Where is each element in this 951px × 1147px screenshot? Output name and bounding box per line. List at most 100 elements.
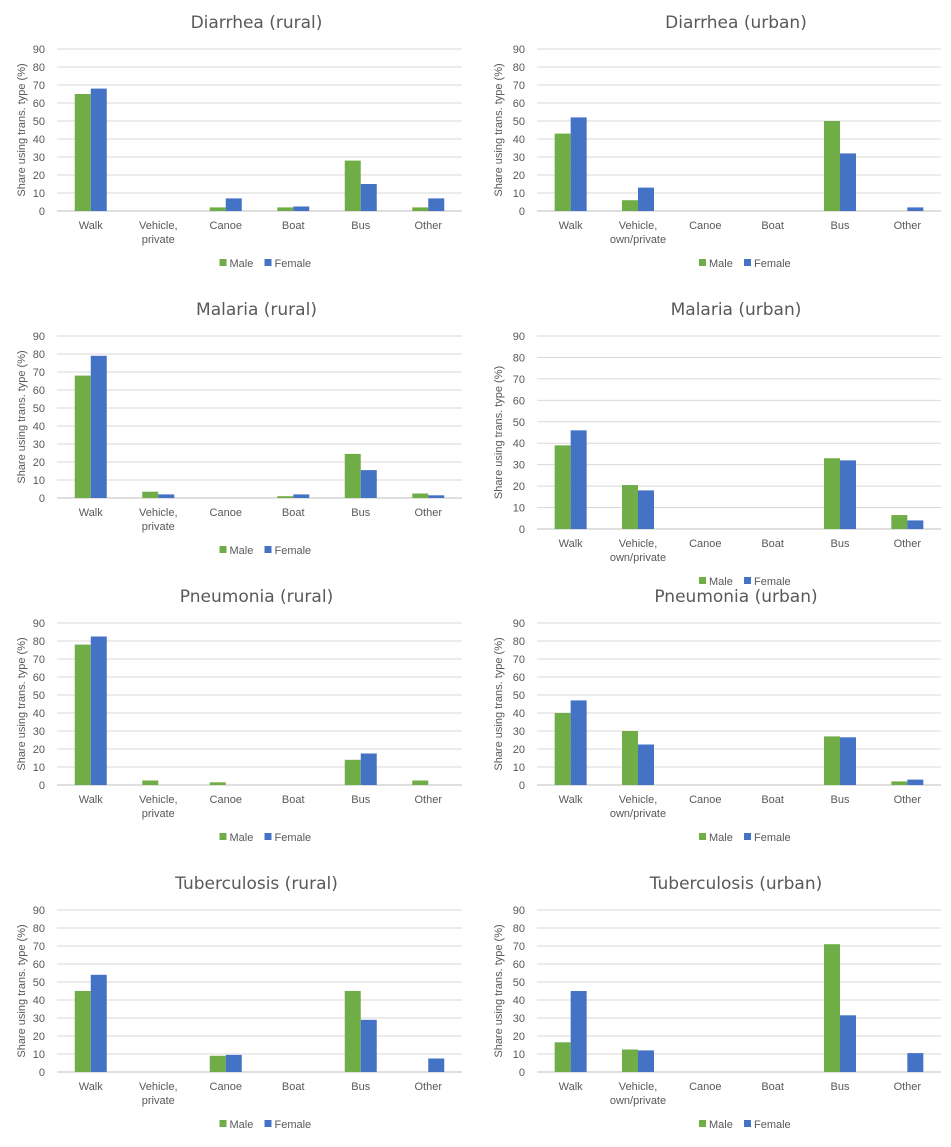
bar-female-other — [907, 520, 924, 529]
chart-title: Diarrhea (rural) — [191, 13, 323, 33]
bar-female-bus — [840, 1015, 856, 1072]
legend-swatch-male — [219, 833, 227, 840]
x-tick-label: Walk — [79, 507, 104, 519]
x-tick-label: Vehicle, private — [139, 507, 178, 533]
y-tick-label: 70 — [33, 80, 45, 92]
y-tick-label: 0 — [39, 493, 45, 505]
y-tick-label: 50 — [33, 116, 45, 128]
y-axis-label: Share using trans. type (%) — [493, 63, 505, 196]
chart-pneumonia-urban: Pneumonia (urban) Share using trans. type… — [493, 587, 941, 844]
legend-swatch-female — [264, 1120, 272, 1127]
bar-male-bus — [824, 121, 840, 211]
bar-female-walk — [90, 88, 107, 211]
bar-female-other — [907, 207, 924, 211]
legend-swatch-female — [264, 259, 272, 266]
y-tick-label: 80 — [33, 636, 45, 648]
x-tick-label: Vehicle, own/private — [610, 538, 666, 564]
x-tick-label: Walk — [559, 794, 584, 806]
y-tick-label: 20 — [513, 1031, 525, 1043]
y-axis-label: Share using trans. type (%) — [16, 350, 28, 483]
bar-female-vehicle — [638, 187, 654, 211]
x-tick-label: Bus — [351, 1081, 370, 1093]
x-tick-label: Boat — [761, 794, 784, 806]
x-tick-label: Canoe — [689, 220, 721, 232]
bar-male-canoe — [209, 207, 226, 211]
bar-male-vehicle — [622, 485, 638, 529]
bar-male-vehicle — [622, 1049, 638, 1072]
bar-female-vehicle — [638, 1050, 654, 1072]
bar-male-vehicle — [622, 731, 638, 785]
legend-label-female: Female — [275, 545, 312, 557]
bar-male-bus — [344, 453, 361, 498]
y-tick-label: 80 — [513, 923, 525, 935]
chart-title: Malaria (urban) — [671, 300, 802, 320]
x-tick-label: Boat — [282, 220, 305, 232]
x-tick-label: Canoe — [210, 794, 242, 806]
y-tick-label: 90 — [33, 331, 45, 343]
y-tick-label: 20 — [33, 1031, 45, 1043]
y-tick-label: 60 — [33, 672, 45, 684]
chart-title: Tuberculosis (rural) — [174, 874, 338, 894]
legend-label-male: Male — [230, 545, 254, 557]
legend-swatch-female — [744, 259, 751, 266]
y-tick-label: 90 — [33, 905, 45, 917]
legend-label-female: Female — [754, 576, 791, 588]
bar-female-other — [428, 198, 445, 211]
y-tick-label: 80 — [33, 349, 45, 361]
y-tick-label: 90 — [513, 44, 525, 56]
legend-swatch-male — [699, 833, 706, 840]
y-axis-label: Share using trans. type (%) — [16, 63, 28, 196]
x-tick-label: Canoe — [210, 220, 242, 232]
bar-female-boat — [293, 206, 310, 211]
y-tick-label: 20 — [33, 744, 45, 756]
bar-male-bus — [824, 944, 840, 1072]
x-tick-label: Other — [894, 1081, 922, 1093]
bar-male-walk — [74, 991, 91, 1072]
y-tick-label: 10 — [33, 475, 45, 487]
legend-swatch-male — [219, 1120, 227, 1127]
bar-female-walk — [90, 974, 107, 1072]
x-tick-label: Bus — [831, 220, 850, 232]
legend-label-female: Female — [275, 258, 312, 270]
y-tick-label: 0 — [39, 1067, 45, 1079]
y-tick-label: 90 — [513, 618, 525, 630]
y-tick-label: 60 — [513, 959, 525, 971]
bar-female-walk — [570, 117, 587, 211]
y-tick-label: 90 — [33, 618, 45, 630]
legend-label-female: Female — [754, 1119, 791, 1131]
y-tick-label: 30 — [33, 726, 45, 738]
y-tick-label: 80 — [513, 636, 525, 648]
legend-label-male: Male — [230, 832, 254, 844]
bar-male-boat — [277, 207, 294, 211]
y-tick-label: 40 — [513, 708, 525, 720]
y-tick-label: 10 — [513, 1049, 525, 1061]
bar-male-other — [412, 780, 429, 785]
legend-swatch-male — [219, 259, 227, 266]
x-tick-label: Walk — [79, 794, 104, 806]
x-tick-label: Vehicle, own/private — [610, 220, 666, 246]
y-tick-label: 90 — [513, 331, 525, 343]
bar-male-other — [412, 493, 429, 498]
x-tick-label: Canoe — [210, 1081, 242, 1093]
y-tick-label: 40 — [513, 995, 525, 1007]
y-tick-label: 80 — [513, 352, 525, 364]
x-tick-label: Boat — [282, 794, 305, 806]
legend-swatch-male — [219, 546, 227, 553]
x-tick-label: Bus — [351, 220, 370, 232]
x-tick-label: Canoe — [689, 794, 721, 806]
bar-male-walk — [554, 445, 571, 529]
y-tick-label: 60 — [33, 98, 45, 110]
y-tick-label: 0 — [39, 206, 45, 218]
bar-male-walk — [74, 375, 91, 498]
bar-female-walk — [570, 430, 587, 529]
x-tick-label: Boat — [761, 1081, 784, 1093]
y-tick-label: 20 — [513, 481, 525, 493]
x-tick-label: Other — [414, 1081, 442, 1093]
bar-female-canoe — [225, 198, 242, 211]
bar-male-bus — [824, 458, 840, 529]
y-tick-label: 80 — [513, 62, 525, 74]
chart-diarrhea-urban: Diarrhea (urban) Share using trans. type … — [493, 13, 941, 270]
x-tick-label: Walk — [559, 1081, 584, 1093]
y-tick-label: 10 — [33, 762, 45, 774]
x-tick-label: Boat — [282, 1081, 305, 1093]
